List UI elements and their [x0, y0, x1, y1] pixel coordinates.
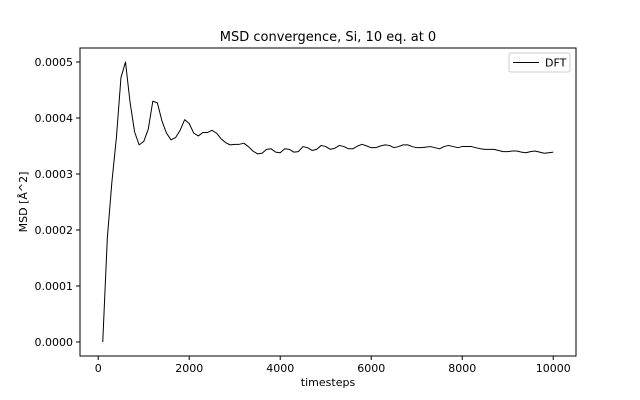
- x-tick-label: 0: [95, 362, 102, 375]
- x-tick-label: 4000: [266, 362, 294, 375]
- series-line-dft: [102, 61, 554, 343]
- plot-frame: [79, 47, 577, 357]
- y-tick-label: 0.0004: [35, 112, 74, 125]
- x-axis-label: timesteps: [301, 376, 356, 389]
- x-tick-label: 2000: [175, 362, 203, 375]
- x-tick-label: 10000: [536, 362, 571, 375]
- legend: DFT: [508, 52, 571, 73]
- y-axis-label: MSD [Å^2]: [17, 172, 30, 233]
- y-tick-label: 0.0002: [35, 224, 74, 237]
- x-tick-label: 6000: [357, 362, 385, 375]
- x-tick-label: 8000: [448, 362, 476, 375]
- y-tick-label: 0.0003: [35, 168, 74, 181]
- plot-area: 0 2000 4000 6000 8000 10000 0.0000 0.0001 0.0002…: [35, 47, 577, 375]
- y-tick-label: 0.0000: [35, 336, 74, 349]
- y-tick-label: 0.0005: [35, 56, 74, 69]
- legend-label-dft: DFT: [545, 57, 567, 70]
- y-tick-label: 0.0001: [35, 280, 74, 293]
- legend-box: [508, 52, 571, 73]
- chart-title: MSD convergence, Si, 10 eq. at 0: [220, 30, 436, 45]
